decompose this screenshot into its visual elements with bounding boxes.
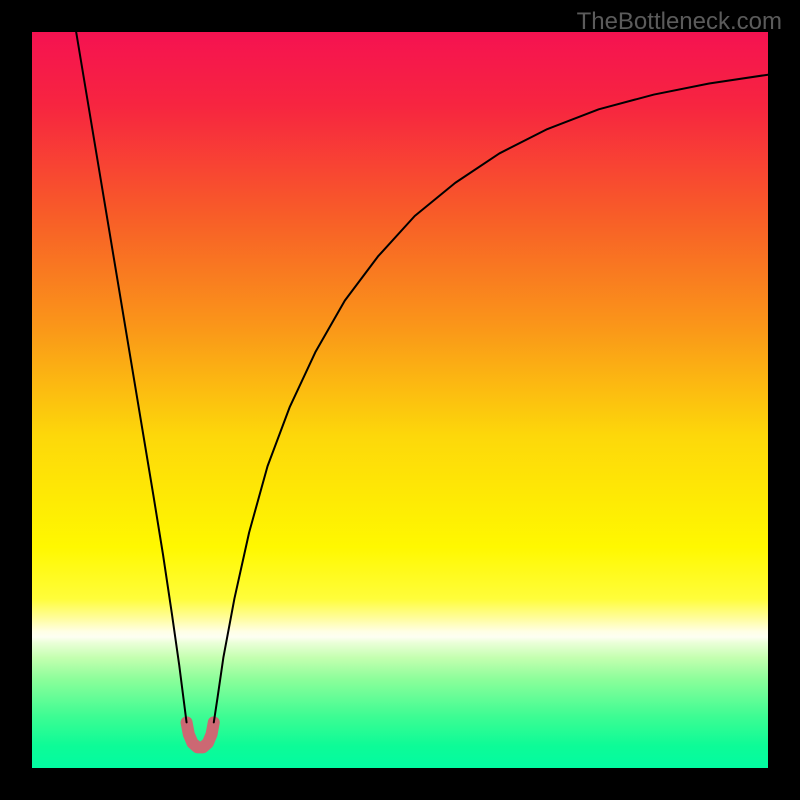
curve-overlay — [32, 32, 768, 768]
plot-area — [32, 32, 768, 768]
chart-container: TheBottleneck.com — [0, 0, 800, 800]
watermark-label: TheBottleneck.com — [577, 8, 782, 36]
